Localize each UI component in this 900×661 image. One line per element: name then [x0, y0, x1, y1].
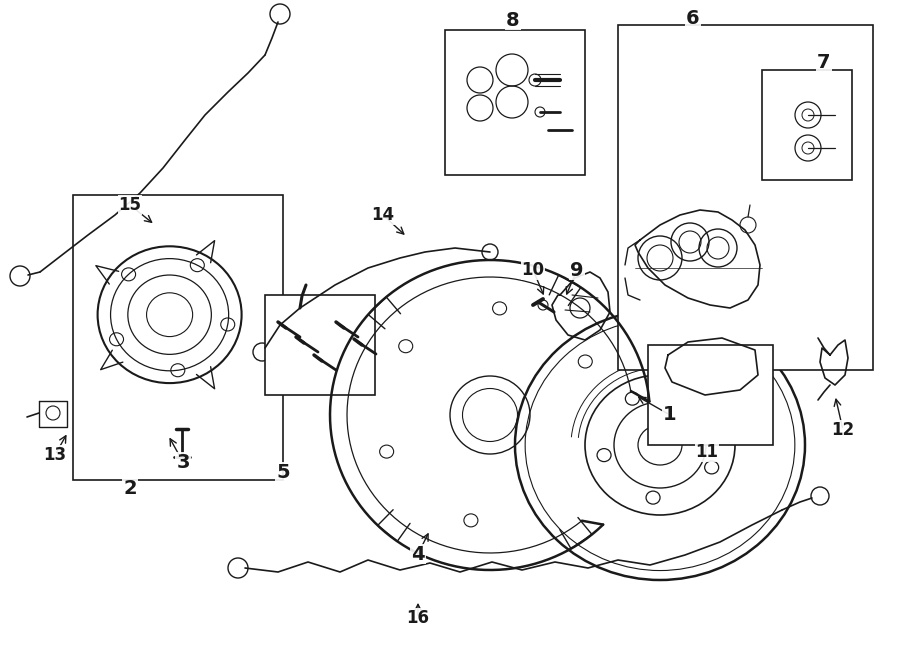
Polygon shape — [665, 338, 758, 395]
Bar — [618, 25, 873, 370]
Text: 14: 14 — [372, 206, 394, 224]
Text: 12: 12 — [832, 421, 855, 439]
Text: 1: 1 — [663, 405, 677, 424]
Bar — [648, 345, 773, 445]
Text: 5: 5 — [276, 463, 290, 481]
Text: 11: 11 — [696, 443, 718, 461]
Text: 4: 4 — [411, 545, 425, 563]
Bar — [73, 195, 283, 480]
Text: 2: 2 — [123, 479, 137, 498]
Bar — [445, 30, 585, 175]
Text: 13: 13 — [43, 446, 67, 464]
Text: 15: 15 — [119, 196, 141, 214]
Text: 3: 3 — [176, 453, 190, 471]
Text: 9: 9 — [571, 260, 584, 280]
Text: 10: 10 — [521, 261, 544, 279]
Bar — [762, 70, 852, 180]
Text: 6: 6 — [686, 9, 700, 28]
Bar — [265, 295, 375, 395]
Text: 7: 7 — [817, 52, 831, 71]
Text: 16: 16 — [407, 609, 429, 627]
Text: 8: 8 — [506, 11, 520, 30]
